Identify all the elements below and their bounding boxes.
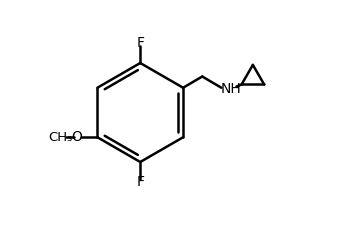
Text: F: F xyxy=(136,36,144,50)
Text: NH: NH xyxy=(221,82,242,96)
Text: F: F xyxy=(136,175,144,189)
Text: O: O xyxy=(72,130,82,144)
Text: CH₃: CH₃ xyxy=(48,131,72,144)
